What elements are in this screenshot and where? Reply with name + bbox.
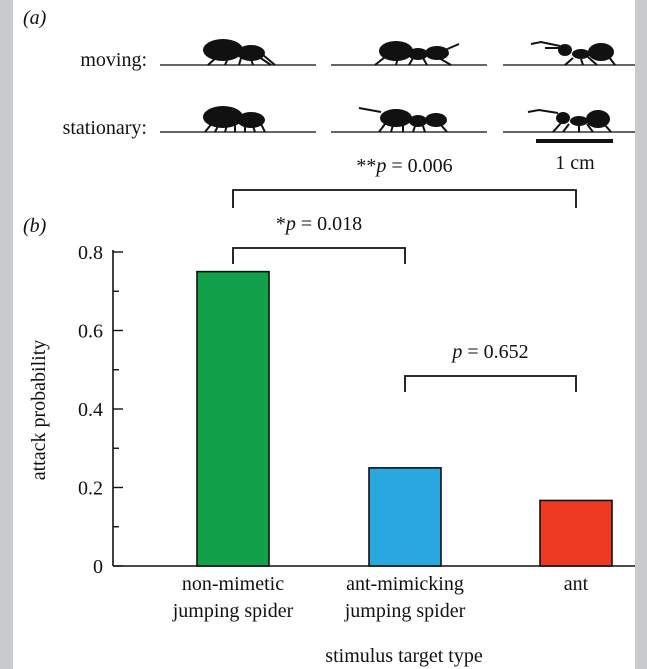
y-tick-label: 0.4 [78, 399, 103, 421]
bar [368, 467, 442, 567]
figure: (a) moving: stationary: [13, 0, 635, 669]
x-tick-label: jumping spider [172, 600, 294, 622]
x-tick-label: non-mimetic [182, 573, 284, 595]
significance-bracket [404, 375, 577, 392]
y-tick-label: 0.2 [78, 478, 103, 500]
ant-mimic-silhouette-stationary [358, 107, 448, 133]
bar [539, 499, 613, 567]
significance-bracket [232, 247, 406, 264]
bars: non-mimetic jumping spider ant-mimicking ju… [172, 270, 613, 622]
significance-brackets: **p = 0.006 *p = 0.018 p = 0.652 [232, 155, 577, 392]
y-tick-label: 0 [93, 556, 103, 578]
x-axis-label: stimulus target type [325, 645, 483, 667]
scale-bar-label: 1 cm [555, 152, 595, 174]
x-tick-label: ant [564, 573, 589, 595]
spider-silhouette-moving [203, 39, 276, 66]
y-axis-label: attack probability [28, 340, 50, 481]
row-label-moving: moving: [80, 49, 147, 71]
attack-probability-chart: (a) moving: stationary: [23, 7, 635, 667]
spider-silhouette-stationary [203, 106, 266, 133]
row-label-stationary: stationary: [63, 117, 147, 139]
x-tick-label: jumping spider [344, 600, 466, 622]
panel-b-label: (b) [23, 215, 47, 237]
ant-silhouette-stationary [527, 108, 612, 133]
significance-bracket [232, 189, 577, 208]
significance-label: p = 0.652 [450, 341, 528, 363]
bar [196, 270, 270, 567]
significance-label: **p = 0.006 [356, 155, 452, 177]
significance-label: *p = 0.018 [276, 213, 362, 235]
y-tick-label: 0.6 [78, 321, 103, 343]
ant-silhouette-moving [530, 40, 616, 66]
x-tick-label: ant-mimicking [346, 573, 464, 595]
panel-a-label: (a) [23, 7, 47, 29]
y-tick-label: 0.8 [78, 242, 103, 264]
ground-lines [160, 64, 635, 133]
ant-mimic-silhouette-moving [374, 41, 460, 66]
